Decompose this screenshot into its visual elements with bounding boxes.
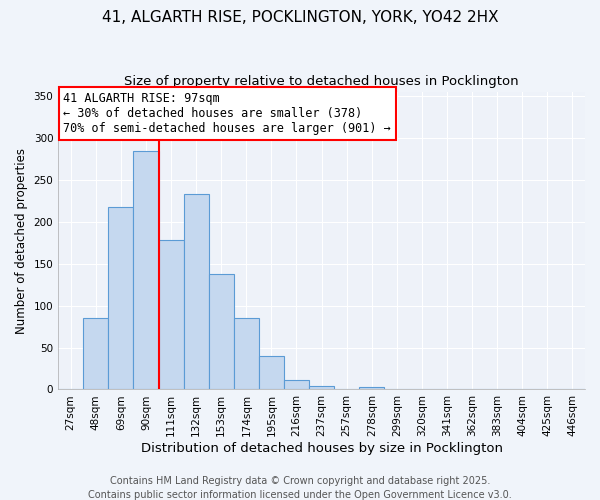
- Bar: [309, 386, 334, 390]
- Bar: [284, 380, 309, 390]
- Bar: [184, 194, 209, 390]
- Bar: [209, 274, 234, 390]
- Bar: [234, 318, 259, 390]
- Bar: [158, 240, 184, 390]
- Y-axis label: Number of detached properties: Number of detached properties: [15, 148, 28, 334]
- Text: 41, ALGARTH RISE, POCKLINGTON, YORK, YO42 2HX: 41, ALGARTH RISE, POCKLINGTON, YORK, YO4…: [101, 10, 499, 25]
- Text: 41 ALGARTH RISE: 97sqm
← 30% of detached houses are smaller (378)
70% of semi-de: 41 ALGARTH RISE: 97sqm ← 30% of detached…: [64, 92, 391, 135]
- Bar: [259, 356, 284, 390]
- Text: Contains HM Land Registry data © Crown copyright and database right 2025.
Contai: Contains HM Land Registry data © Crown c…: [88, 476, 512, 500]
- X-axis label: Distribution of detached houses by size in Pocklington: Distribution of detached houses by size …: [140, 442, 503, 455]
- Bar: [133, 150, 158, 390]
- Title: Size of property relative to detached houses in Pocklington: Size of property relative to detached ho…: [124, 75, 519, 88]
- Bar: [109, 207, 133, 390]
- Bar: [359, 387, 385, 390]
- Bar: [83, 318, 109, 390]
